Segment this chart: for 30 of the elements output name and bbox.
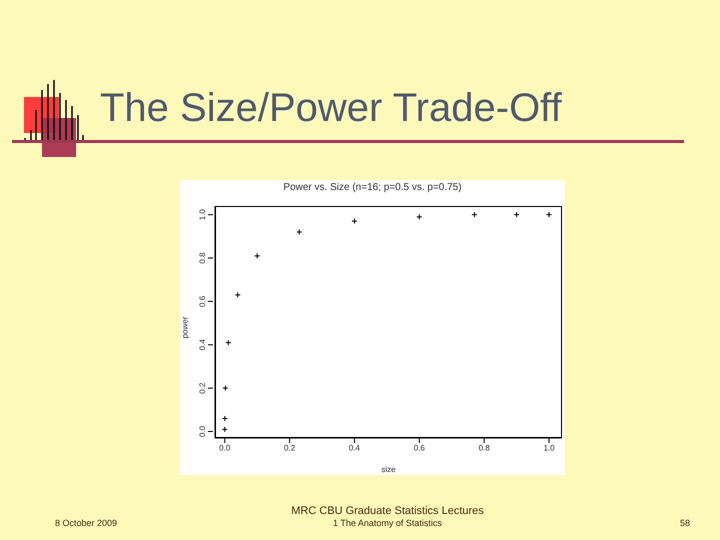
x-tick-label: 0.8 — [478, 444, 490, 453]
y-tick-label: 1.0 — [198, 208, 207, 220]
text: 1 The Anatomy of Statistics — [332, 518, 443, 528]
point — [514, 212, 520, 218]
y-tick-label: 0.8 — [198, 252, 207, 264]
point — [222, 385, 228, 392]
chart-title: The Size/Power Trade-Off — [100, 86, 562, 131]
x-tick-label: 0.2 — [284, 444, 296, 453]
point — [254, 252, 260, 259]
point — [416, 214, 422, 220]
text: MRC CBU Graduate Statistics Lectures — [290, 505, 485, 517]
text: 8 October 2009 — [55, 518, 118, 528]
y-tick-label: 0.4 — [198, 338, 207, 350]
y-axis-title: power — [180, 316, 190, 338]
y-tick-label: 0.2 — [198, 382, 207, 394]
point — [222, 426, 228, 432]
x-axis-title: size — [380, 465, 397, 474]
x-tick-label: 0.6 — [414, 444, 426, 453]
point — [471, 212, 478, 218]
y-tick-label: 0.6 — [198, 295, 207, 307]
y-tick-label: 0.0 — [198, 425, 207, 438]
x-tick-label: 1.0 — [543, 444, 556, 453]
x-tick-label: 0.0 — [219, 444, 231, 453]
text: 58 — [680, 518, 690, 528]
point — [234, 292, 241, 298]
x-tick-label: 0.4 — [348, 444, 361, 453]
point — [225, 340, 232, 346]
chart-subtitle: Power vs. Size (n=16; p=0.5 vs. p=0.75) — [282, 182, 463, 193]
point — [546, 212, 552, 218]
point — [351, 218, 358, 224]
